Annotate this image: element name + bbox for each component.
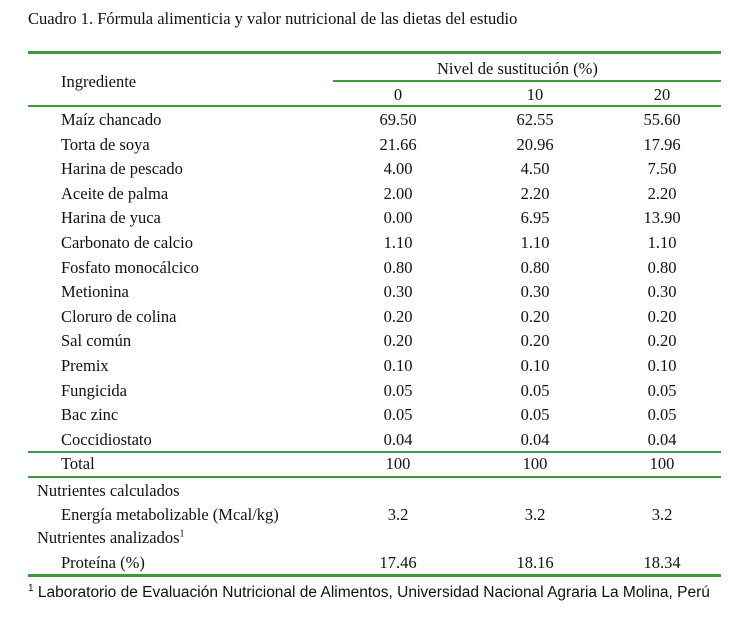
total-value: 100 — [649, 454, 675, 473]
ingredient-name: Premix — [61, 356, 109, 375]
ingredient-value: 0.30 — [520, 282, 550, 301]
analyzed-nutrients-heading: Nutrientes analizados1 — [37, 528, 185, 548]
ingredient-name: Bac zinc — [61, 405, 119, 424]
ingredient-value: 0.04 — [383, 430, 413, 449]
ingredient-value: 1.10 — [383, 233, 413, 252]
level-header-0: 0 — [393, 85, 403, 104]
ingredient-value: 0.20 — [383, 307, 413, 326]
footnote-marker: 1 — [179, 528, 185, 540]
ingredient-value: 0.04 — [520, 430, 550, 449]
calculated-nutrients-heading: Nutrientes calculados — [37, 481, 180, 500]
ingredient-name: Torta de soya — [61, 135, 150, 154]
ingredient-value: 1.10 — [647, 233, 677, 252]
ingredient-value: 0.00 — [383, 208, 413, 227]
ingredient-value: 0.80 — [520, 258, 550, 277]
total-bottom-rule — [28, 476, 721, 478]
energy-value: 3.2 — [524, 505, 546, 524]
protein-label: Proteína (%) — [61, 553, 145, 572]
ingredient-value: 2.20 — [520, 184, 550, 203]
ingredient-value: 0.30 — [383, 282, 413, 301]
ingredient-value: 0.05 — [520, 405, 550, 424]
ingredient-value: 69.50 — [379, 110, 417, 129]
ingredient-value: 0.20 — [520, 307, 550, 326]
total-value: 100 — [385, 454, 411, 473]
total-top-rule — [28, 451, 721, 453]
ingredient-name: Harina de yuca — [61, 208, 161, 227]
ingredient-value: 0.10 — [520, 356, 550, 375]
substitution-level-header: Nivel de sustitución (%) — [437, 59, 598, 78]
ingredient-name: Harina de pescado — [61, 159, 183, 178]
total-label: Total — [61, 454, 95, 473]
ingredient-value: 0.20 — [520, 331, 550, 350]
energy-value: 3.2 — [387, 505, 409, 524]
ingredient-value: 55.60 — [643, 110, 681, 129]
top-rule — [28, 51, 721, 54]
ingredient-name: Fosfato monocálcico — [61, 258, 199, 277]
ingredient-value: 62.55 — [516, 110, 554, 129]
table-caption: Cuadro 1. Fórmula alimenticia y valor nu… — [28, 9, 518, 28]
ingredient-value: 6.95 — [520, 208, 550, 227]
ingredient-name: Metionina — [61, 282, 129, 301]
ingredient-name: Coccidiostato — [61, 430, 152, 449]
analyzed-nutrients-label: Nutrientes analizados — [37, 528, 180, 547]
ingredient-value: 2.20 — [647, 184, 677, 203]
total-value: 100 — [522, 454, 548, 473]
ingredient-value: 0.20 — [383, 331, 413, 350]
ingredient-value: 1.10 — [520, 233, 550, 252]
ingredient-value: 0.20 — [647, 331, 677, 350]
ingredient-value: 0.20 — [647, 307, 677, 326]
ingredient-value: 0.05 — [647, 405, 677, 424]
level-header-20: 20 — [653, 85, 671, 104]
ingredient-value: 4.50 — [520, 159, 550, 178]
ingredient-name: Aceite de palma — [61, 184, 169, 203]
ingredient-value: 13.90 — [643, 208, 681, 227]
footnote: 1 Laboratorio de Evaluación Nutricional … — [28, 582, 710, 602]
level-header-rule — [333, 80, 721, 82]
ingredient-value: 0.04 — [647, 430, 677, 449]
protein-value: 17.46 — [379, 553, 417, 572]
ingredient-name: Sal común — [61, 331, 132, 350]
ingredient-value: 0.80 — [383, 258, 413, 277]
ingredient-name: Carbonato de calcio — [61, 233, 193, 252]
ingredient-value: 0.05 — [647, 381, 677, 400]
footnote-text: Laboratorio de Evaluación Nutricional de… — [33, 584, 710, 601]
footnote-number: 1 — [28, 582, 34, 594]
header-bottom-rule — [28, 105, 721, 107]
ingredient-value: 0.05 — [520, 381, 550, 400]
level-header-10: 10 — [526, 85, 544, 104]
energy-value: 3.2 — [651, 505, 673, 524]
ingredient-header: Ingrediente — [61, 72, 137, 91]
bottom-rule — [28, 574, 721, 577]
ingredient-value: 0.05 — [383, 405, 413, 424]
ingredient-value: 21.66 — [379, 135, 417, 154]
ingredient-name: Maíz chancado — [61, 110, 162, 129]
energy-label: Energía metabolizable (Mcal/kg) — [61, 505, 279, 524]
ingredient-value: 7.50 — [647, 159, 677, 178]
ingredient-value: 17.96 — [643, 135, 681, 154]
ingredient-value: 4.00 — [383, 159, 413, 178]
ingredient-value: 0.80 — [647, 258, 677, 277]
ingredient-value: 20.96 — [516, 135, 554, 154]
ingredient-value: 0.10 — [647, 356, 677, 375]
ingredient-value: 0.05 — [383, 381, 413, 400]
ingredient-value: 0.30 — [647, 282, 677, 301]
protein-value: 18.16 — [516, 553, 554, 572]
ingredient-value: 2.00 — [383, 184, 413, 203]
ingredient-name: Fungicida — [61, 381, 127, 400]
ingredient-value: 0.10 — [383, 356, 413, 375]
protein-value: 18.34 — [643, 553, 681, 572]
ingredient-name: Cloruro de colina — [61, 307, 177, 326]
